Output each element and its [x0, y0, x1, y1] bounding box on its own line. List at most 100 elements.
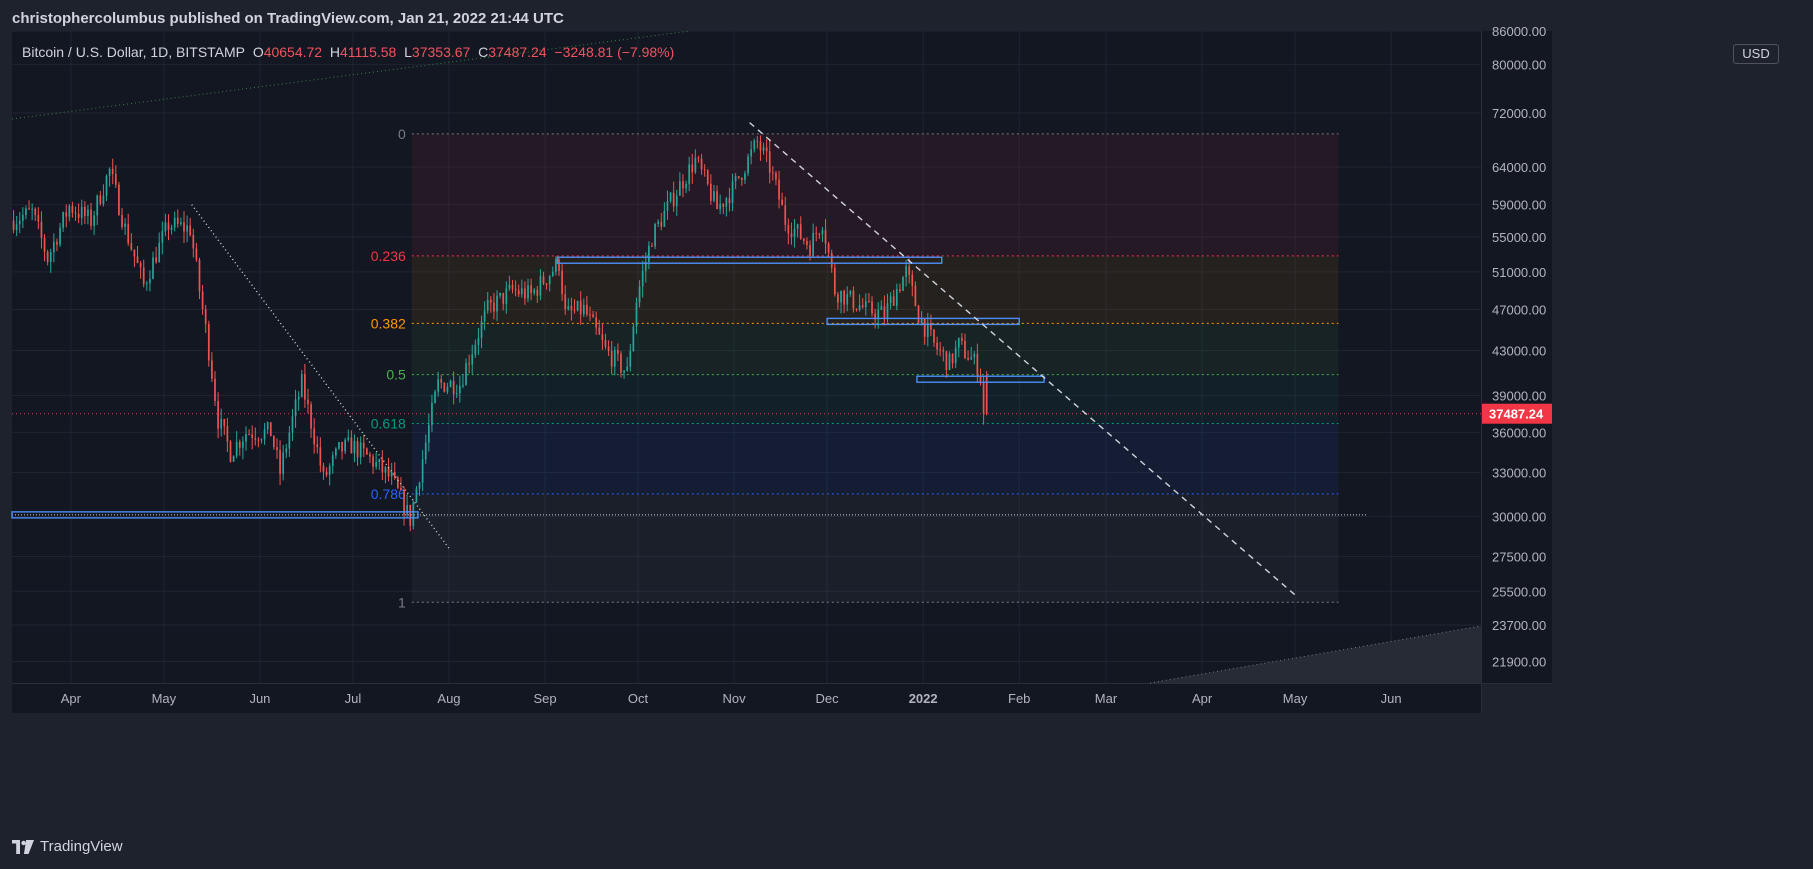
candle — [285, 443, 288, 459]
candle-body — [468, 363, 470, 365]
candle-body — [753, 140, 756, 150]
currency-badge[interactable]: USD — [1733, 44, 1779, 64]
candle — [837, 291, 839, 310]
candle-body — [889, 296, 892, 304]
candle — [753, 138, 756, 153]
candle — [21, 207, 24, 229]
candle-body — [304, 374, 306, 400]
candle-body — [393, 471, 396, 478]
price-tick-label: 23700.00 — [1492, 618, 1546, 633]
candle — [759, 135, 762, 161]
candle-body — [796, 224, 799, 229]
candle — [142, 259, 145, 288]
candle-body — [403, 489, 405, 515]
candle — [895, 283, 898, 311]
candle — [635, 297, 638, 334]
candle — [756, 136, 759, 149]
candle — [294, 389, 297, 428]
candle — [28, 200, 30, 211]
candle — [90, 202, 92, 230]
candle-body — [319, 447, 322, 466]
candle — [710, 174, 712, 205]
candle-body — [923, 318, 926, 337]
candle-body — [49, 252, 52, 262]
price-tick-label: 30000.00 — [1492, 509, 1546, 524]
candle — [604, 333, 607, 350]
candle — [161, 221, 164, 255]
candle-body — [412, 502, 415, 526]
candle — [338, 441, 340, 451]
candle — [344, 437, 347, 454]
candle-body — [936, 342, 938, 350]
candle — [431, 394, 433, 432]
legend-close-label: C — [478, 44, 489, 60]
candle-body — [483, 310, 486, 322]
candle-body — [824, 230, 827, 244]
candle — [483, 301, 486, 331]
candle-body — [555, 259, 557, 272]
candle-body — [114, 173, 117, 185]
candle-body — [737, 176, 740, 178]
legend-high-label: H — [329, 44, 341, 60]
candle — [502, 292, 505, 311]
candle-body — [489, 299, 492, 303]
candle-body — [335, 448, 337, 456]
candle-body — [827, 243, 830, 253]
candle-body — [192, 235, 195, 249]
candle-body — [877, 309, 880, 320]
candle — [880, 300, 883, 310]
candle-body — [167, 222, 170, 230]
candle — [121, 207, 123, 230]
candle — [251, 425, 254, 450]
candle-body — [679, 181, 681, 196]
candle — [648, 241, 650, 270]
candle-body — [431, 402, 433, 425]
candle — [964, 333, 966, 360]
candle-body — [207, 324, 210, 361]
candle — [700, 153, 703, 175]
candle — [620, 351, 622, 378]
candle — [830, 249, 833, 273]
time-tick-label: Oct — [628, 691, 649, 706]
candle-body — [886, 303, 889, 318]
candle — [421, 450, 424, 492]
candle-body — [914, 285, 917, 307]
candle — [852, 286, 855, 313]
candle — [214, 371, 216, 406]
candle — [551, 266, 554, 278]
candle-body — [62, 212, 64, 228]
legend-change: −3248.81 (−7.98%) — [554, 44, 675, 60]
tradingview-logo[interactable]: TradingView — [12, 838, 123, 855]
candle — [827, 241, 830, 258]
candle — [567, 298, 570, 311]
candle-body — [359, 442, 362, 458]
fib-zone — [411, 323, 1339, 375]
time-tick-label: Apr — [61, 691, 82, 706]
candle-body — [818, 234, 821, 236]
candle-body — [257, 439, 260, 441]
price-tick-label: 59000.00 — [1492, 198, 1546, 213]
candle-body — [15, 224, 18, 230]
candle-body — [793, 228, 796, 237]
horizontal-level-box — [556, 256, 943, 264]
time-tick-label: Mar — [1095, 691, 1118, 706]
candle-body — [300, 374, 303, 397]
candle-body — [964, 340, 966, 359]
fib-level-label: 1 — [398, 594, 406, 610]
candle — [124, 218, 126, 235]
candle — [331, 451, 334, 474]
candle — [548, 274, 551, 292]
candle-body — [666, 201, 669, 211]
candle-body — [350, 437, 353, 454]
candle-body — [372, 456, 374, 467]
candle-body — [124, 223, 126, 227]
price-chart[interactable]: 86000.00 80000.00 72000.00 64000.00 59000.00… — [0, 0, 1813, 826]
candle — [778, 170, 780, 209]
candle-body — [375, 461, 378, 467]
candle-body — [341, 442, 343, 452]
candle-body — [750, 149, 753, 157]
candle-body — [40, 221, 43, 238]
candle — [545, 283, 548, 290]
candle — [418, 481, 421, 496]
candle — [56, 238, 58, 252]
